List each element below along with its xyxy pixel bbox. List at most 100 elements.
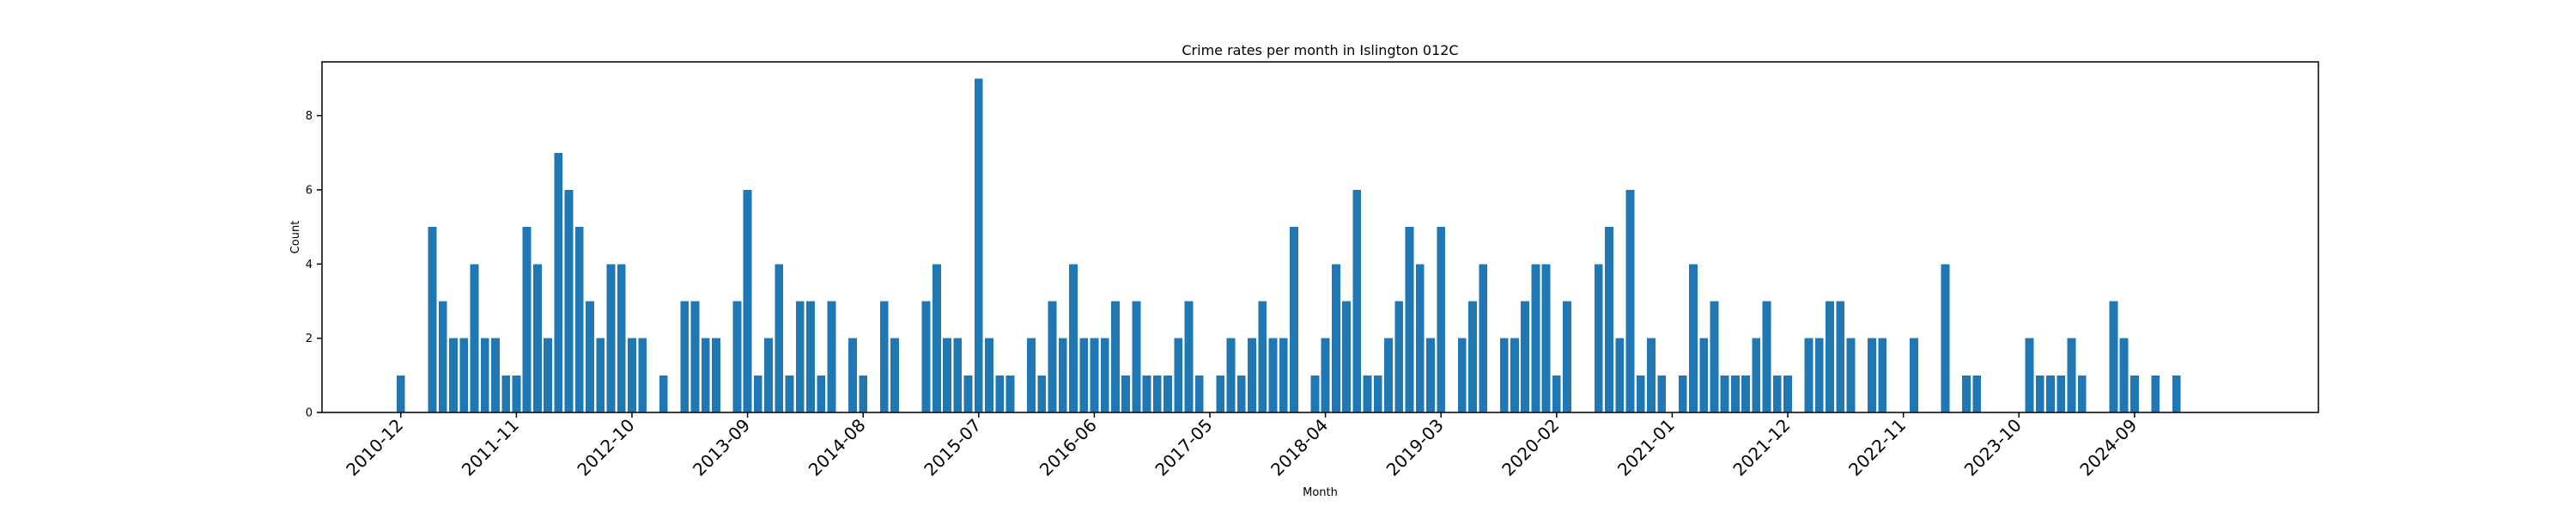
bar-2012-08 [606, 264, 616, 412]
bar-2011-03 [428, 227, 437, 412]
bar-2013-01 [659, 375, 668, 412]
x-tick-label-2012-10: 2012-10 [573, 415, 638, 480]
bar-2025-01 [2172, 375, 2181, 412]
bar-2016-12 [1152, 375, 1162, 412]
bar-2022-03 [1814, 338, 1824, 412]
bar-2016-05 [1079, 338, 1089, 412]
bars-group [396, 78, 2181, 413]
bar-2015-03 [932, 264, 941, 412]
bar-2020-07 [1605, 227, 1613, 412]
bar-2018-11 [1394, 301, 1404, 412]
bar-2018-01 [1290, 227, 1298, 412]
x-axis: 2010-12 2011-11 2012-10 2013-09 2014-08 2015-… [342, 412, 2141, 480]
bar-2018-12 [1405, 227, 1414, 412]
bar-2021-02 [1678, 375, 1687, 412]
bar-2023-12 [2035, 375, 2044, 412]
bar-2012-05 [574, 227, 584, 412]
x-tick-label-2014-08: 2014-08 [805, 415, 870, 480]
bar-2014-04 [817, 375, 826, 412]
bar-2019-03 [1437, 227, 1446, 412]
bar-2023-11 [2025, 338, 2034, 412]
bar-2011-10 [501, 375, 511, 412]
bar-2021-07 [1730, 375, 1740, 412]
bar-2016-07 [1100, 338, 1109, 412]
bar-2014-10 [879, 301, 889, 412]
y-tick-label: 4 [306, 259, 313, 272]
bar-2019-05 [1457, 338, 1467, 412]
x-tick-label-2024-09: 2024-09 [2075, 415, 2141, 480]
bar-2022-02 [1804, 338, 1814, 412]
bar-2014-02 [795, 301, 805, 412]
bar-2012-10 [628, 338, 636, 412]
bar-2020-01 [1541, 264, 1551, 412]
bar-2018-06 [1342, 301, 1351, 412]
bar-2020-03 [1563, 301, 1571, 412]
bar-2023-06 [1972, 375, 1982, 412]
bar-2012-02 [544, 338, 552, 412]
bar-2016-08 [1110, 301, 1120, 412]
x-tick-label-2021-01: 2021-01 [1613, 415, 1679, 480]
bar-2013-10 [753, 375, 762, 412]
x-axis-label: Month [1303, 486, 1338, 499]
bar-2015-10 [1005, 375, 1015, 412]
bar-2022-08 [1868, 338, 1876, 412]
bar-2020-12 [1657, 375, 1667, 412]
x-tick-label-2022-11: 2022-11 [1844, 415, 1910, 480]
bar-2016-01 [1037, 375, 1047, 412]
x-tick-label-2023-10: 2023-10 [1960, 415, 2026, 480]
bar-2019-09 [1499, 338, 1509, 412]
x-tick-label-2015-07: 2015-07 [920, 415, 985, 480]
bar-2013-11 [764, 338, 773, 412]
bar-2018-10 [1384, 338, 1393, 412]
bar-2017-01 [1163, 375, 1172, 412]
bar-2015-12 [1027, 338, 1036, 412]
bar-2014-07 [848, 338, 857, 412]
bar-2015-08 [985, 338, 993, 412]
bar-2015-02 [921, 301, 931, 412]
bar-2021-10 [1762, 301, 1771, 412]
bar-2024-08 [2119, 338, 2129, 412]
bar-2012-09 [617, 264, 626, 412]
bar-2011-06 [459, 338, 469, 412]
y-tick-label: 2 [306, 333, 313, 345]
bar-2022-06 [1846, 338, 1856, 412]
bar-2020-06 [1594, 264, 1603, 412]
bar-2020-09 [1625, 189, 1635, 412]
bar-2023-03 [1941, 264, 1950, 412]
x-tick-label-2011-11: 2011-11 [458, 415, 523, 480]
bar-2022-12 [1909, 338, 1918, 412]
bar-2018-09 [1373, 375, 1382, 412]
x-tick-label-2013-09: 2013-09 [689, 415, 754, 480]
bar-2014-01 [785, 375, 794, 412]
bar-2021-06 [1720, 375, 1729, 412]
bar-2019-07 [1479, 264, 1488, 412]
bar-2012-11 [638, 338, 647, 412]
bar-2011-12 [522, 227, 532, 412]
bar-2012-01 [532, 264, 542, 412]
bar-2015-09 [995, 375, 1005, 412]
bar-2013-05 [701, 338, 710, 412]
bar-2024-09 [2129, 375, 2139, 412]
bar-2020-08 [1615, 338, 1625, 412]
bar-2019-10 [1510, 338, 1519, 412]
bar-2016-11 [1142, 375, 1151, 412]
bar-2021-04 [1699, 338, 1709, 412]
bar-2011-08 [480, 338, 489, 412]
bar-2021-11 [1772, 375, 1782, 412]
bar-2013-04 [690, 301, 700, 412]
x-tick-label-2018-04: 2018-04 [1267, 415, 1332, 480]
y-tick-label: 8 [306, 110, 313, 123]
bar-2020-11 [1647, 338, 1656, 412]
bar-2013-06 [711, 338, 720, 412]
bar-2015-07 [974, 78, 983, 413]
y-axis-label: Count [289, 221, 302, 254]
bar-2011-04 [438, 301, 447, 412]
bar-2017-07 [1226, 338, 1236, 412]
x-tick-label-2019-03: 2019-03 [1382, 415, 1448, 480]
bar-2019-12 [1531, 264, 1540, 412]
bar-2018-03 [1310, 375, 1320, 412]
x-tick-label-2016-06: 2016-06 [1036, 415, 1101, 480]
bar-2022-09 [1878, 338, 1887, 412]
bar-2017-09 [1248, 338, 1256, 412]
